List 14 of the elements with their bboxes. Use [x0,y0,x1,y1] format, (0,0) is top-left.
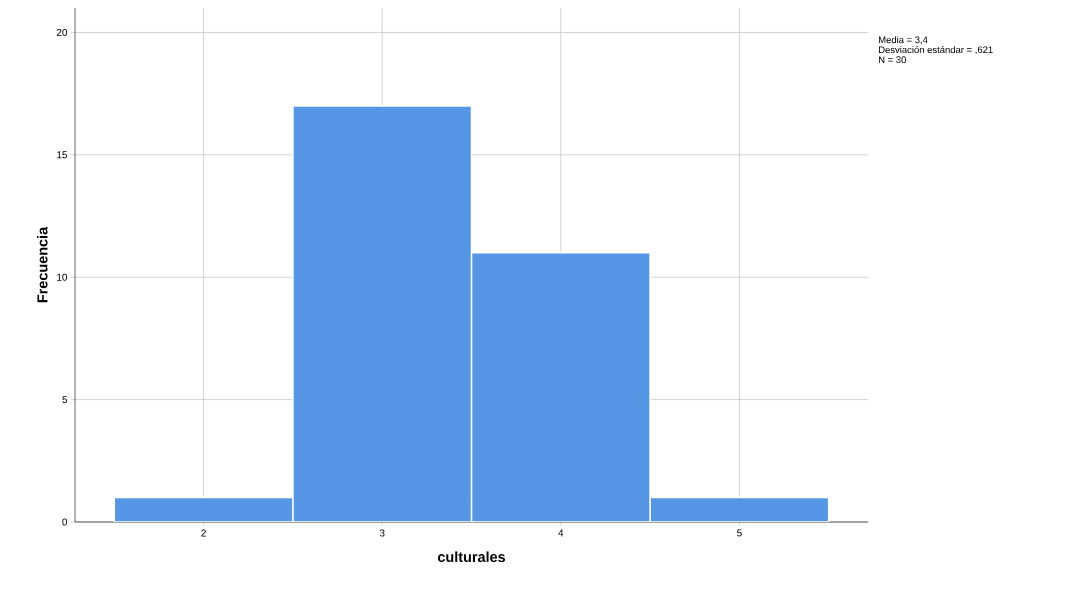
x-tick-label: 2 [201,529,206,537]
text: Media = 3,4 [878,36,928,45]
x-tick-label: 5 [737,529,742,537]
y-tick-label: 20 [56,28,68,36]
x-tick-label: 3 [379,529,385,537]
text: Desviación estándar = ,621 [878,46,993,55]
y-axis-title: Frecuencia [36,226,48,303]
x-tick-label: 4 [558,529,564,537]
x-axis-title: culturales [437,551,506,563]
y-tick-label: 5 [62,396,68,404]
y-tick-label: 0 [62,518,68,526]
y-tick-label: 15 [57,151,68,159]
y-tick-label: 10 [57,273,68,281]
text: N = 30 [878,56,906,64]
